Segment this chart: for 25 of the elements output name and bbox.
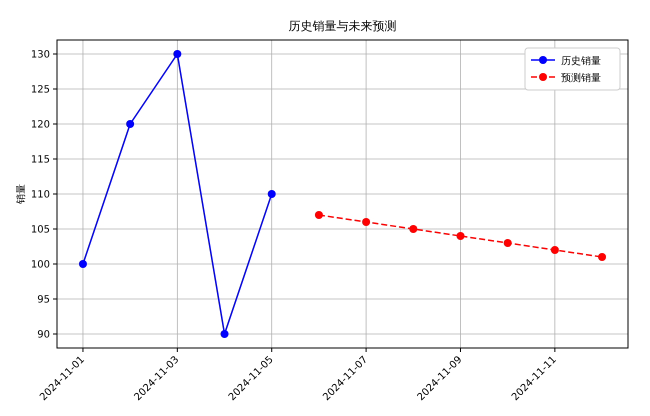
point	[362, 218, 370, 226]
y-tick-label: 125	[30, 84, 50, 96]
y-tick-label: 115	[30, 154, 50, 166]
y-tick-label: 90	[37, 330, 50, 340]
y-tick-label: 95	[37, 294, 50, 306]
point	[268, 190, 276, 198]
legend-label: 预测销量	[561, 72, 601, 84]
point	[220, 330, 229, 338]
point	[173, 50, 182, 58]
point	[598, 253, 606, 261]
point	[409, 225, 418, 233]
y-axis-title: 销量	[16, 184, 27, 205]
point	[314, 211, 323, 219]
point	[456, 232, 464, 240]
y-tick-label: 100	[30, 260, 50, 270]
y-tick-label: 110	[30, 190, 50, 200]
point	[78, 260, 87, 268]
y-tick-label: 120	[30, 120, 50, 130]
point	[550, 246, 559, 254]
legend-label: 历史销量	[561, 55, 601, 67]
point	[504, 239, 512, 247]
y-tick-label: 130	[30, 50, 50, 60]
y-tick-label: 105	[30, 224, 50, 236]
point	[126, 120, 134, 128]
chart-title: 历史销量与未来预测	[288, 19, 396, 33]
